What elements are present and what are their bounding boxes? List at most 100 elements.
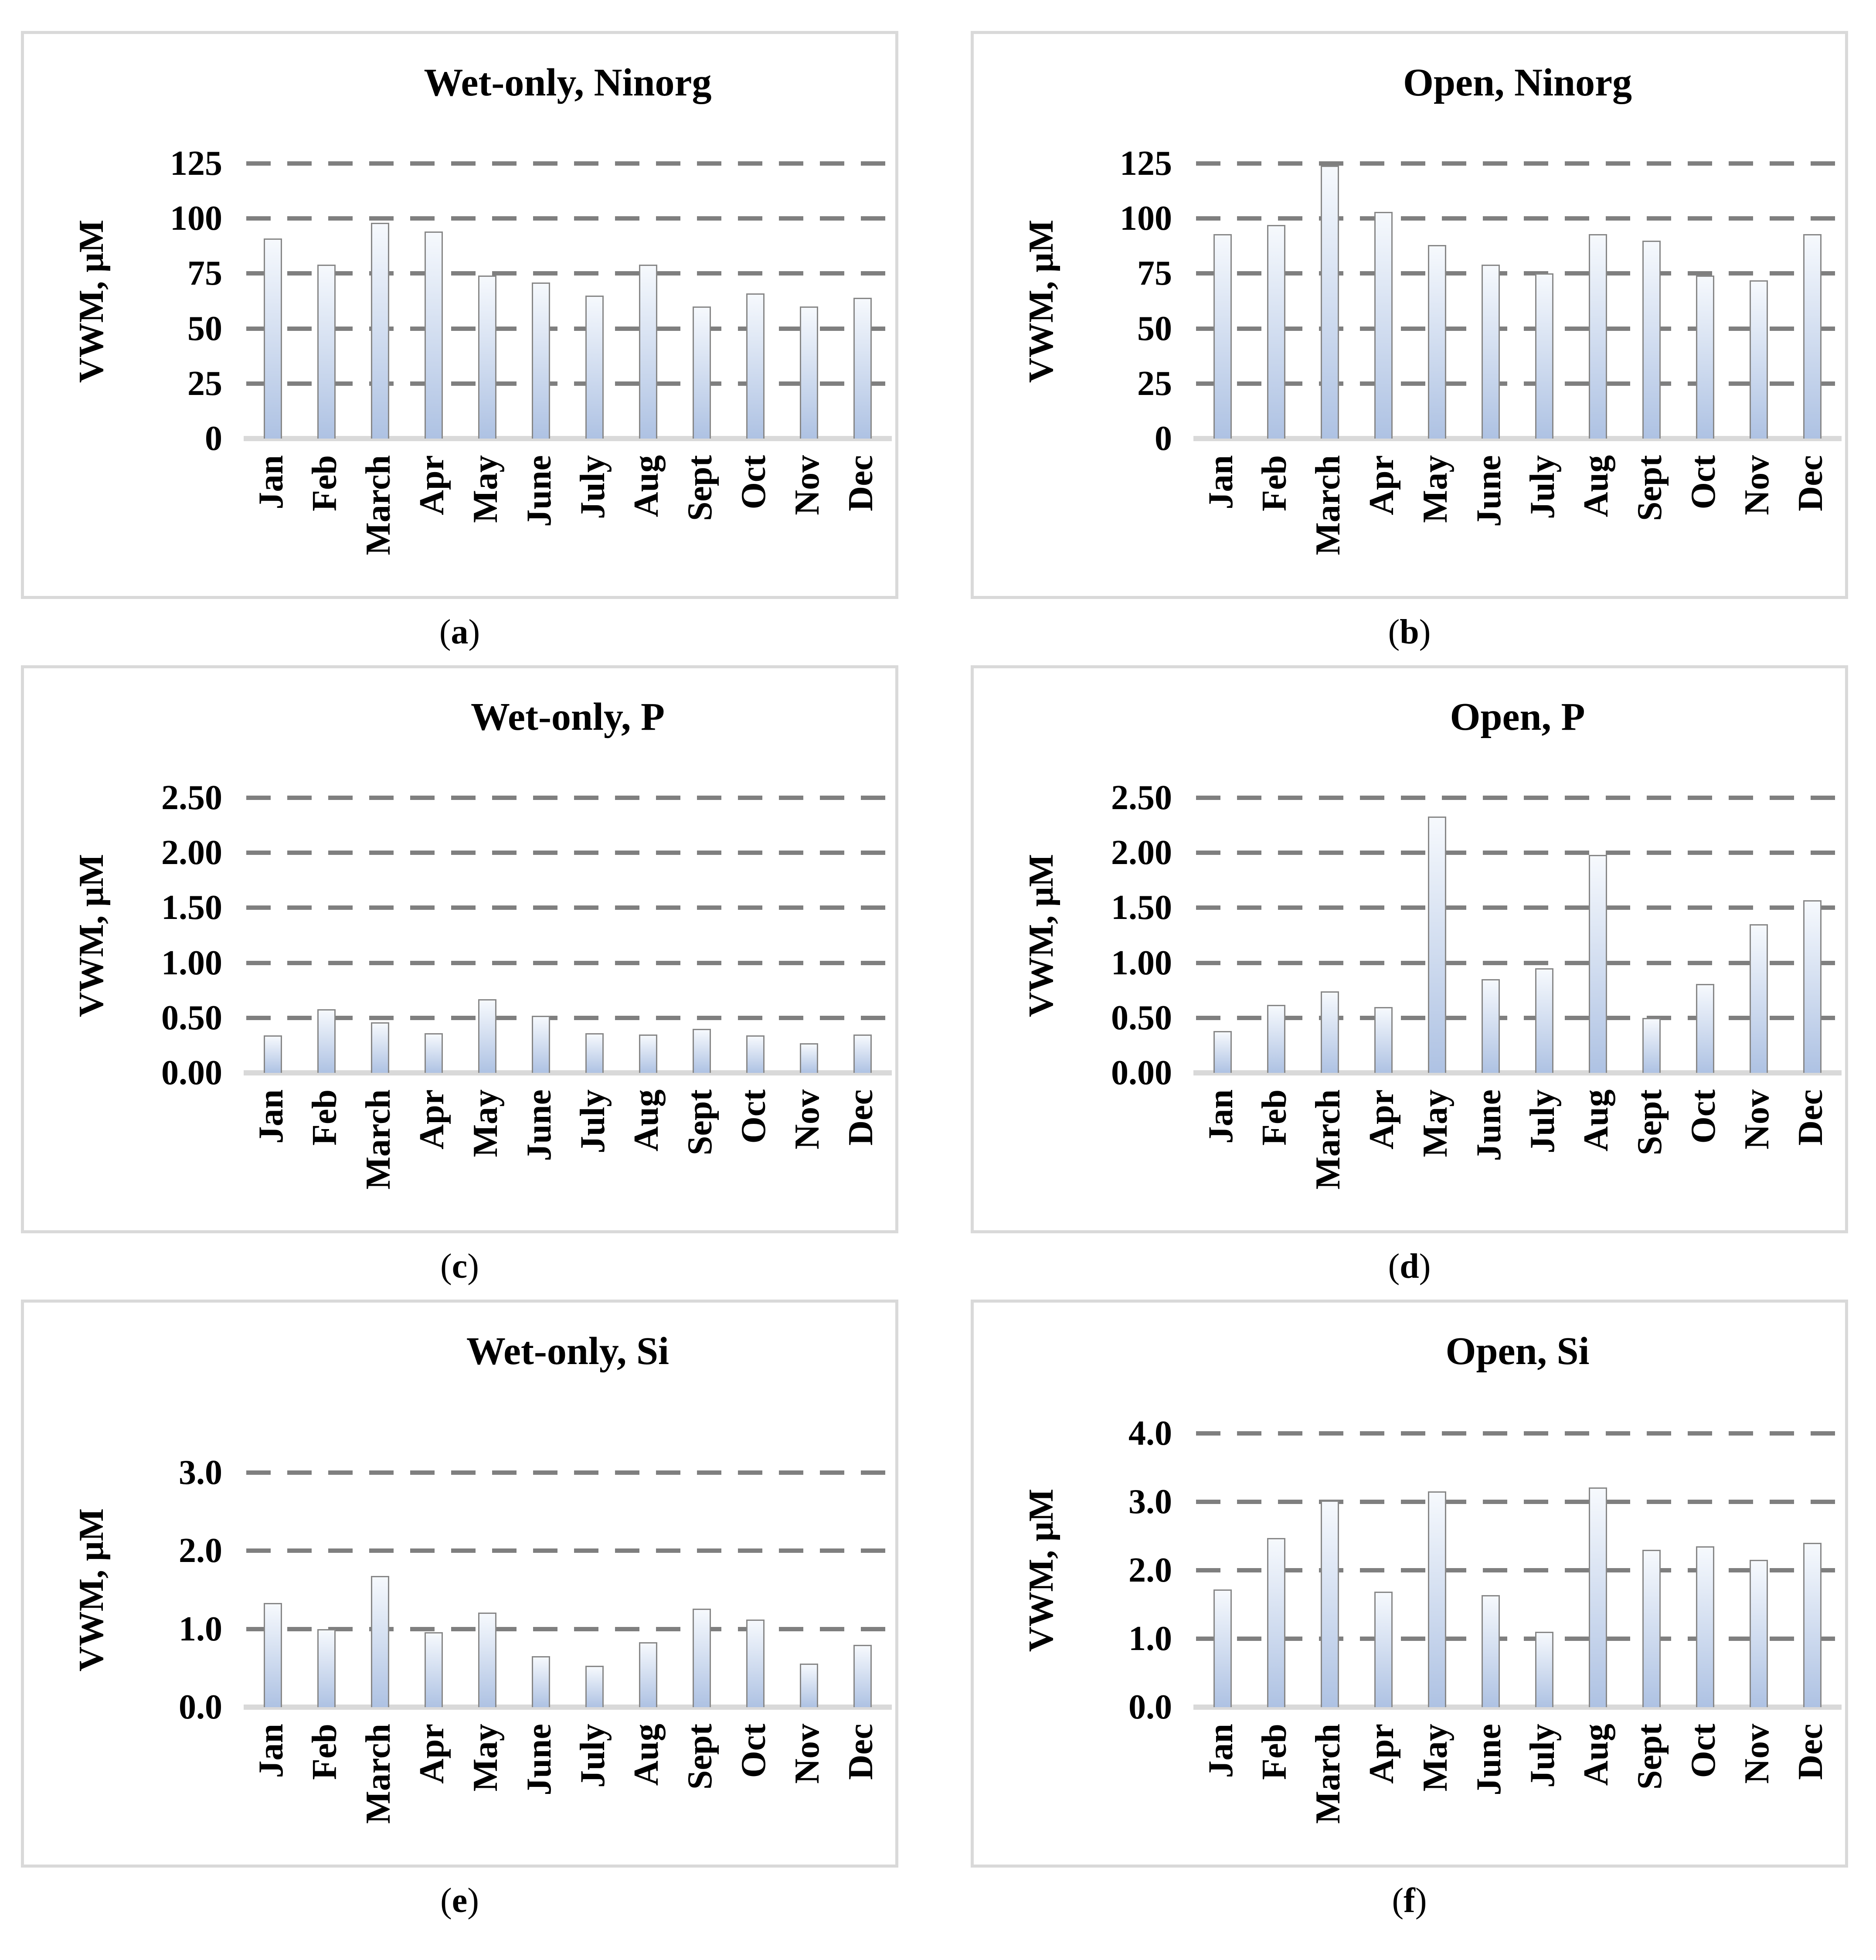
x-tick-march: March (359, 1089, 398, 1190)
bar-june (532, 282, 550, 439)
bar-may (478, 999, 496, 1073)
x-tick-sept: Sept (1631, 1724, 1669, 1790)
x-tick-nov: Nov (788, 1089, 826, 1150)
x-tick-jan: Jan (252, 1724, 290, 1778)
panel-caption-a: (a) (21, 599, 898, 665)
x-tick-july: July (1523, 455, 1562, 519)
y-tick-label: 1.0 (1128, 1620, 1172, 1658)
x-tick-march: March (359, 1724, 398, 1824)
x-tick-dec: Dec (842, 1089, 880, 1146)
x-tick-may: May (1416, 1724, 1455, 1792)
y-tick-label: 1.50 (1111, 888, 1172, 927)
bar-aug (1589, 855, 1607, 1073)
bar-apr (1374, 212, 1393, 439)
y-tick-label: 3.0 (179, 1453, 222, 1492)
gridline (246, 216, 889, 221)
gridline (246, 271, 889, 276)
bar-july (585, 296, 604, 439)
y-tick-label: 1.00 (161, 944, 222, 982)
bar-apr (1374, 1007, 1393, 1073)
bar-jan (264, 238, 282, 439)
bar-dec (853, 1645, 872, 1707)
gridline (246, 161, 889, 166)
caption-letter: b (1400, 613, 1419, 651)
x-tick-nov: Nov (788, 1724, 826, 1784)
y-tick-label: 125 (170, 144, 222, 183)
x-tick-june: June (520, 1089, 558, 1161)
bar-july (585, 1666, 604, 1707)
x-tick-march: March (1309, 1089, 1347, 1190)
y-tick-label: 0.0 (179, 1688, 222, 1726)
x-tick-dec: Dec (842, 455, 880, 511)
caption-close-paren: ) (468, 613, 480, 651)
bar-july (1535, 1632, 1553, 1707)
x-tick-may: May (466, 1724, 505, 1792)
caption-open-paren: ( (1388, 1247, 1400, 1286)
x-tick-aug: Aug (627, 1089, 666, 1152)
x-tick-nov: Nov (1738, 455, 1776, 515)
bar-march (371, 223, 389, 439)
gridline (246, 905, 889, 910)
chart-title: Open, Si (1445, 1330, 1590, 1373)
y-tick-label: 2.50 (1111, 779, 1172, 817)
y-tick-label: 2.0 (1128, 1551, 1172, 1589)
bar-aug (639, 1642, 657, 1707)
x-tick-oct: Oct (1684, 455, 1723, 510)
y-tick-label: 1.0 (179, 1610, 222, 1648)
bar-march (371, 1022, 389, 1073)
x-tick-apr: Apr (413, 1724, 451, 1784)
y-tick-label: 125 (1120, 144, 1172, 183)
x-tick-jan: Jan (252, 455, 290, 510)
gridline (1196, 216, 1839, 221)
x-tick-oct: Oct (734, 1724, 773, 1778)
x-tick-apr: Apr (413, 455, 451, 515)
bar-jan (1213, 1031, 1232, 1073)
chart-title: Wet-only, P (471, 695, 665, 738)
chart-title: Open, P (1450, 695, 1585, 738)
gridline (246, 381, 889, 386)
gridline (246, 961, 889, 965)
bar-dec (853, 1034, 872, 1073)
caption-close-paren: ) (467, 1882, 479, 1920)
bar-nov (800, 306, 818, 439)
x-tick-feb: Feb (306, 1089, 344, 1146)
bar-march (1321, 1501, 1339, 1707)
bar-july (1535, 968, 1553, 1073)
gridline (1196, 1568, 1839, 1572)
bar-may (1428, 817, 1446, 1073)
bar-may (1428, 1491, 1446, 1707)
chart-panel-b: Open, Ninorg VWM, μM 0 25 50 75 100 125 Jan Feb Ma… (971, 31, 1848, 599)
bar-apr (425, 231, 443, 439)
figure-b: Open, Ninorg VWM, μM 0 25 50 75 100 125 Jan Feb Ma… (971, 31, 1848, 665)
bar-sept (1642, 1018, 1661, 1073)
x-tick-sept: Sept (681, 455, 719, 521)
bar-aug (639, 265, 657, 439)
bar-may (1428, 245, 1446, 439)
chart-panel-a: Wet-only, Ninorg VWM, μM 0 25 50 75 100 125 Jan F… (21, 31, 898, 599)
bar-jan (264, 1603, 282, 1707)
x-tick-may: May (466, 455, 505, 523)
x-tick-feb: Feb (1255, 455, 1294, 511)
chart-panel-d: Open, P VWM, μM 0.00 0.50 1.00 1.50 2.00 2.50 Ja… (971, 665, 1848, 1233)
chart-panel-f: Open, Si VWM, μM 0.0 1.0 2.0 3.0 4.0 Jan Feb Marc… (971, 1300, 1848, 1868)
caption-letter: e (452, 1882, 468, 1920)
caption-letter: d (1400, 1247, 1419, 1286)
bar-dec (1803, 900, 1822, 1073)
y-axis-label: VWM, μM (1022, 854, 1060, 1017)
x-tick-sept: Sept (1631, 455, 1669, 521)
chart-title: Open, Ninorg (1403, 61, 1632, 104)
gridline (246, 1016, 889, 1020)
x-tick-jan: Jan (252, 1089, 290, 1144)
x-tick-apr: Apr (1363, 1724, 1401, 1784)
caption-open-paren: ( (440, 1882, 452, 1920)
bar-feb (317, 1009, 336, 1073)
x-tick-feb: Feb (1255, 1089, 1294, 1146)
x-tick-feb: Feb (306, 1724, 344, 1780)
bar-jan (1213, 234, 1232, 439)
gridline (246, 851, 889, 855)
x-tick-nov: Nov (1738, 1089, 1776, 1150)
x-tick-aug: Aug (627, 455, 666, 517)
x-tick-jan: Jan (1202, 1724, 1240, 1778)
caption-close-paren: ) (467, 1247, 479, 1286)
y-tick-label: 100 (170, 199, 222, 238)
